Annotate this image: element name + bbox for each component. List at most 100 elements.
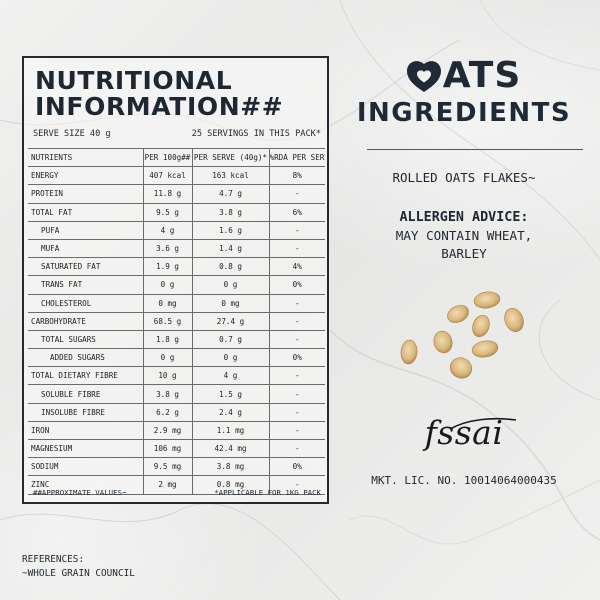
nutrient-name: IRON bbox=[28, 421, 143, 441]
per-serve-value: 27.4 g bbox=[191, 312, 269, 331]
table-row: MAGNESIUM 106 mg 42.4 mg - bbox=[28, 439, 325, 459]
brand-word-rest: ATS bbox=[442, 55, 522, 96]
table-row: ENERGY 407 kcal 163 kcal 8% bbox=[28, 166, 325, 186]
nutrient-name: MAGNESIUM bbox=[28, 439, 143, 459]
column-header: %RDA PER SERVE bbox=[268, 147, 325, 168]
table-row: PROTEIN 11.8 g 4.7 g- bbox=[28, 184, 325, 204]
footnote-approx: ##APPROXIMATE VALUES~ bbox=[33, 488, 127, 497]
table-row: TOTAL FAT 9.5 g 3.8 g 6% bbox=[28, 203, 325, 222]
rda-value: - bbox=[268, 312, 325, 331]
rda-value: - bbox=[268, 475, 325, 495]
per-100g-value: 11.8 g bbox=[142, 184, 192, 204]
oat-flake-icon bbox=[400, 291, 524, 379]
per-100g-value: 9.5 mg bbox=[142, 457, 192, 477]
per-100g-value: 0 g bbox=[142, 348, 192, 368]
nutrition-panel: NUTRITIONAL INFORMATION## SERVE SIZE 40 … bbox=[22, 56, 329, 504]
per-serve-value: 4.7 g bbox=[191, 184, 269, 204]
table-row: SATURATED FAT 1.9 g 0.8 g 4% bbox=[28, 257, 325, 277]
per-serve-value: 0 g bbox=[191, 348, 269, 368]
per-100g-value: 3.8 g bbox=[142, 384, 192, 404]
references-heading: REFERENCES: bbox=[22, 554, 85, 565]
nutrient-name: ADDED SUGARS bbox=[28, 348, 143, 368]
per-100g-value: 0 g bbox=[142, 275, 192, 295]
per-100g-value: 0 mg bbox=[142, 294, 192, 313]
nutrient-name: ZINC bbox=[28, 475, 143, 495]
per-serve-value: 1.1 mg bbox=[191, 421, 269, 441]
divider bbox=[367, 149, 583, 150]
table-row: IRON 2.9 mg 1.1 mg - bbox=[28, 421, 325, 441]
rda-value: 0% bbox=[268, 348, 325, 368]
servings-count: 25 SERVINGS IN THIS PACK* bbox=[191, 129, 321, 139]
serve-size-line: SERVE SIZE 40 g 25 SERVINGS IN THIS PACK… bbox=[33, 129, 321, 139]
per-100g-value: 407 kcal bbox=[142, 166, 192, 186]
per-100g-value: 9.5 g bbox=[142, 203, 192, 222]
allergen-advice: ALLERGEN ADVICE: MAY CONTAIN WHEAT, BARL… bbox=[340, 209, 588, 263]
per-serve-value: 0 g bbox=[191, 275, 269, 295]
table-row: SOLUBLE FIBRE 3.8 g 1.5 g- bbox=[28, 384, 325, 404]
per-serve-value: 0.8 g bbox=[191, 257, 269, 277]
rda-value: - bbox=[268, 221, 325, 240]
license-number: MKT. LIC. NO. 10014064000435 bbox=[371, 474, 557, 487]
nutrition-footnotes: ##APPROXIMATE VALUES~ *APPLICABLE FOR 1K… bbox=[33, 488, 321, 497]
table-row: MUFA 3.6 g 1.4 g- bbox=[28, 239, 325, 259]
table-row: ZINC 2 mg 0.8 mg - bbox=[28, 475, 325, 495]
oat-flakes-illustration bbox=[400, 291, 524, 379]
table-row: TOTAL SUGARS 1.8 g 0.7 g- bbox=[28, 330, 325, 350]
nutrient-name: CARBOHYDRATE bbox=[28, 312, 143, 331]
column-header: PER SERVE (40g)* bbox=[191, 147, 269, 168]
rda-value: 6% bbox=[268, 203, 325, 222]
column-header: PER 100g## bbox=[142, 147, 192, 168]
per-serve-value: 0.7 g bbox=[191, 330, 269, 350]
nutrient-name: TOTAL DIETARY FIBRE bbox=[28, 366, 143, 386]
per-100g-value: 106 mg bbox=[142, 439, 192, 459]
rda-value: - bbox=[268, 421, 325, 441]
references-item: ~WHOLE GRAIN COUNCIL bbox=[22, 568, 135, 579]
per-serve-value: 42.4 mg bbox=[191, 439, 269, 459]
serve-size: SERVE SIZE 40 g bbox=[33, 129, 111, 139]
per-serve-value: 1.6 g bbox=[191, 221, 269, 240]
rda-value: 0% bbox=[268, 275, 325, 295]
table-row: CARBOHYDRATE 68.5 g 27.4 g- bbox=[28, 312, 325, 331]
per-serve-value: 4 g bbox=[191, 366, 269, 386]
per-100g-value: 2.9 mg bbox=[142, 421, 192, 441]
per-serve-value: 0 mg bbox=[191, 294, 269, 313]
rda-value: - bbox=[268, 184, 325, 204]
nutrient-name: MUFA bbox=[28, 239, 143, 259]
brand-header: ATS INGREDIENTS bbox=[340, 57, 588, 128]
rda-value: - bbox=[268, 403, 325, 422]
rda-value: - bbox=[268, 384, 325, 404]
per-serve-value: 0.8 mg bbox=[191, 475, 269, 495]
table-row: SODIUM 9.5 mg 3.8 mg 0% bbox=[28, 457, 325, 477]
brand-wordmark: ATS bbox=[340, 57, 588, 95]
allergen-heading: ALLERGEN ADVICE: bbox=[399, 210, 529, 225]
nutrient-name: CHOLESTEROL bbox=[28, 294, 143, 313]
per-100g-value: 1.9 g bbox=[142, 257, 192, 277]
rda-value: 0% bbox=[268, 457, 325, 477]
per-serve-value: 1.5 g bbox=[191, 384, 269, 404]
per-100g-value: 6.2 g bbox=[142, 403, 192, 422]
table-row: PUFA 4 g 1.6 g- bbox=[28, 221, 325, 240]
nutrition-title: NUTRITIONAL INFORMATION## bbox=[35, 66, 284, 121]
rda-value: - bbox=[268, 294, 325, 313]
rda-value: - bbox=[268, 366, 325, 386]
allergen-body: MAY CONTAIN WHEAT, BARLEY bbox=[395, 228, 533, 261]
heart-o-icon bbox=[406, 61, 441, 92]
per-serve-value: 163 kcal bbox=[191, 166, 269, 186]
fssai-logo: fssai bbox=[424, 413, 504, 452]
references: REFERENCES: ~WHOLE GRAIN COUNCIL bbox=[22, 553, 135, 581]
per-100g-value: 68.5 g bbox=[142, 312, 192, 331]
nutrient-name: INSOLUBE FIBRE bbox=[28, 403, 143, 422]
per-serve-value: 3.8 mg bbox=[191, 457, 269, 477]
nutrient-name: TRANS FAT bbox=[28, 275, 143, 295]
nutrient-name: TOTAL FAT bbox=[28, 203, 143, 222]
nutrient-name: ENERGY bbox=[28, 166, 143, 186]
rda-value: 8% bbox=[268, 166, 325, 186]
per-serve-value: 1.4 g bbox=[191, 239, 269, 259]
per-100g-value: 3.6 g bbox=[142, 239, 192, 259]
rda-value: 4% bbox=[268, 257, 325, 277]
rda-value: - bbox=[268, 239, 325, 259]
per-100g-value: 4 g bbox=[142, 221, 192, 240]
